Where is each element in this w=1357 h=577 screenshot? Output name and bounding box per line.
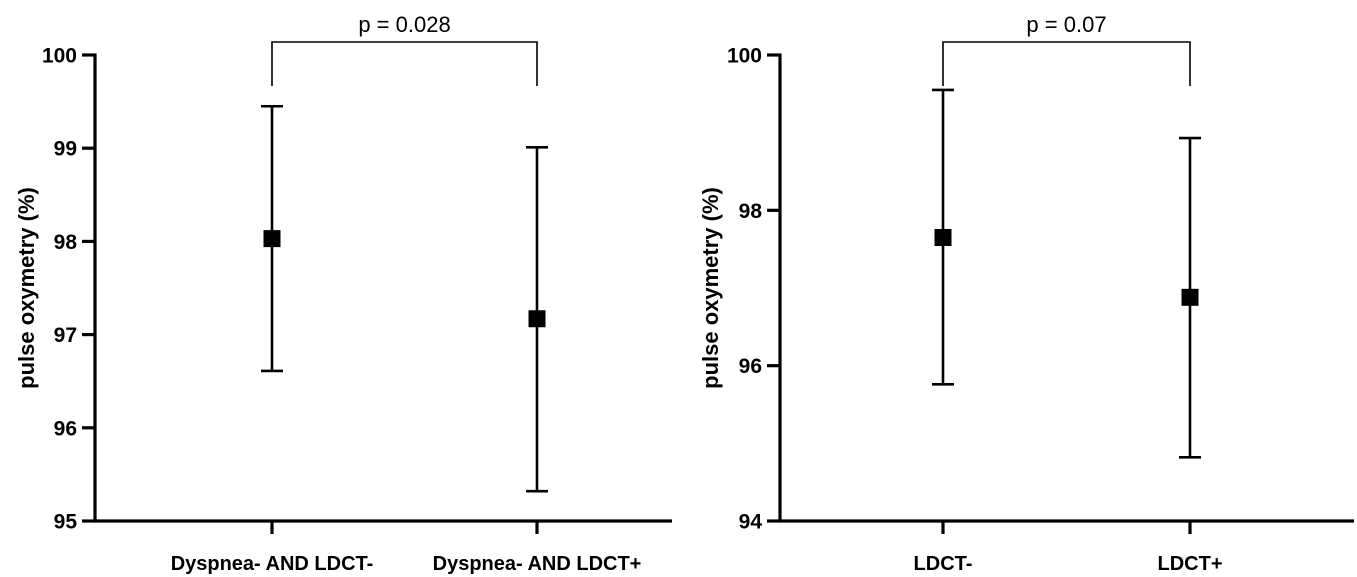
y-tick-label: 99: [54, 138, 77, 161]
y-tick-label: 96: [54, 417, 77, 440]
mean-marker: [934, 229, 952, 247]
mean-marker: [263, 230, 281, 248]
mean-marker: [528, 310, 546, 328]
x-tick-label: LDCT-: [914, 553, 973, 575]
y-tick-label: 96: [739, 355, 762, 378]
chart-panel-right: 94 96 98 100 pulse oxymetry (%) LDCT- LDCT+ p =…: [698, 12, 1354, 575]
chart-panel-left: 95 96 97 98 99 100 pulse oxymetry (%) Dyspnea- …: [14, 12, 672, 575]
y-axis-title: pulse oxymetry (%): [698, 187, 723, 389]
y-tick-label: 98: [54, 231, 78, 254]
y-axis-title: pulse oxymetry (%): [14, 187, 39, 389]
significance-bracket: [271, 41, 538, 86]
y-tick-label: 100: [727, 45, 762, 68]
x-tick-label: LDCT+: [1158, 553, 1223, 575]
mean-marker: [1181, 288, 1199, 306]
y-tick-label: 97: [54, 324, 77, 347]
x-tick-label: Dyspnea- AND LDCT+: [433, 553, 642, 575]
p-value-annotation: p = 0.07: [1026, 12, 1106, 37]
y-tick-label: 98: [739, 200, 763, 223]
x-tick-label: Dyspnea- AND LDCT-: [171, 553, 374, 575]
y-tick-label: 100: [42, 45, 77, 68]
y-tick-label: 95: [54, 511, 78, 534]
y-tick-label: 94: [739, 511, 763, 534]
p-value-annotation: p = 0.028: [358, 12, 450, 37]
significance-bracket: [942, 41, 1191, 86]
